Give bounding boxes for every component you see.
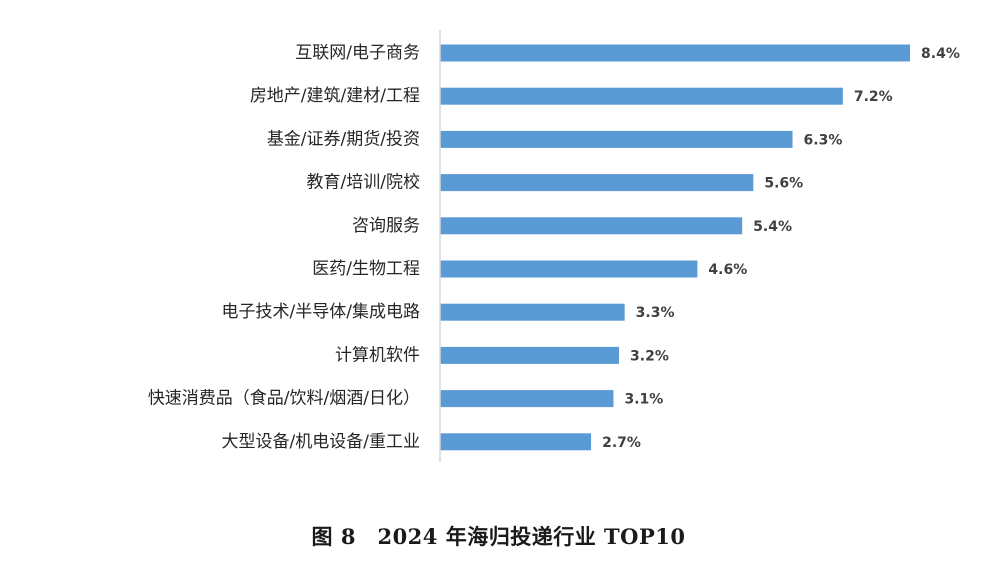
data-label: 5.6% bbox=[764, 176, 803, 192]
bars-layer bbox=[440, 44, 911, 451]
category-label: 咨询服务 bbox=[352, 216, 420, 236]
data-label: 5.4% bbox=[753, 219, 792, 235]
bar bbox=[440, 174, 754, 192]
category-label: 快速消费品（食品/饮料/烟酒/日化） bbox=[148, 389, 420, 409]
labels-layer: 互联网/电子商务 8.4% 房地产/建筑/建材/工程 7.2% 基金/证券/期货/投资 6… bbox=[148, 43, 960, 452]
bar bbox=[440, 87, 843, 105]
category-label: 医药/生物工程 bbox=[312, 259, 420, 279]
bar bbox=[440, 346, 620, 364]
category-label: 电子技术/半导体/集成电路 bbox=[222, 302, 420, 322]
data-label: 3.3% bbox=[636, 305, 675, 321]
data-label: 7.2% bbox=[854, 89, 893, 105]
data-label: 3.1% bbox=[624, 392, 663, 408]
category-label: 计算机软件 bbox=[335, 345, 420, 365]
category-label: 房地产/建筑/建材/工程 bbox=[250, 86, 420, 106]
category-label: 基金/证券/期货/投资 bbox=[267, 129, 420, 149]
category-label: 互联网/电子商务 bbox=[295, 43, 420, 63]
data-label: 8.4% bbox=[921, 46, 960, 62]
data-label: 4.6% bbox=[708, 262, 747, 278]
bar bbox=[440, 217, 743, 235]
bar bbox=[440, 390, 614, 408]
data-label: 6.3% bbox=[804, 132, 843, 148]
bar-chart: 互联网/电子商务 8.4% 房地产/建筑/建材/工程 7.2% 基金/证券/期货/投资 6… bbox=[148, 30, 960, 462]
bar bbox=[440, 433, 592, 451]
category-label: 教育/培训/院校 bbox=[307, 173, 420, 193]
figure-caption: 图 8 2024 年海归投递行业 TOP10 bbox=[311, 524, 686, 549]
bar bbox=[440, 130, 793, 148]
bar bbox=[440, 303, 625, 321]
bar bbox=[440, 44, 911, 62]
bar bbox=[440, 260, 698, 278]
data-label: 2.7% bbox=[602, 435, 641, 451]
category-label: 大型设备/机电设备/重工业 bbox=[222, 432, 420, 452]
data-label: 3.2% bbox=[630, 348, 669, 364]
